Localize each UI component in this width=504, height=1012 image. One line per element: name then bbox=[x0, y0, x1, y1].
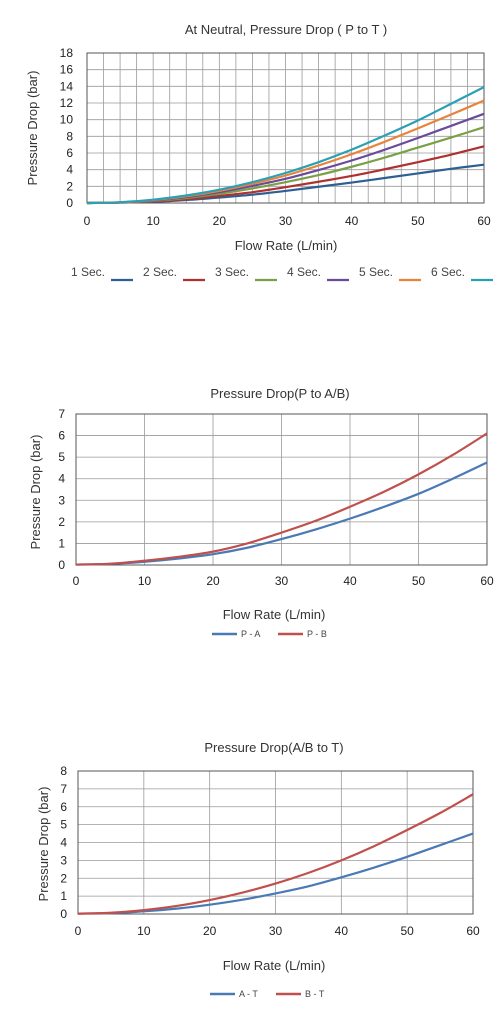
y-tick-label: 6 bbox=[58, 429, 65, 443]
legend-label: P - B bbox=[307, 629, 327, 639]
legend-label: P - A bbox=[241, 629, 260, 639]
x-tick-label: 60 bbox=[480, 574, 494, 588]
chart-title: Pressure Drop(P to A/B) bbox=[210, 386, 349, 401]
series-line-p-b bbox=[75, 432, 488, 566]
y-tick-label: 6 bbox=[66, 146, 73, 160]
plot-frame bbox=[77, 770, 474, 915]
y-axis-label: Pressure Drop (bar) bbox=[25, 71, 40, 186]
y-axis-label: Pressure Drop (bar) bbox=[36, 787, 51, 902]
chart-pressure-drop-ab-to-t: Pressure Drop(A/B to T) 0 10 20 30 40 50 60 0 1 2… bbox=[36, 740, 480, 999]
series-line-a-t bbox=[77, 832, 474, 915]
y-tick-label: 4 bbox=[58, 472, 65, 486]
y-tick-label: 1 bbox=[60, 889, 67, 903]
y-tick-label: 14 bbox=[60, 79, 74, 93]
x-tick-label: 20 bbox=[213, 214, 227, 228]
legend-label: 5 Sec. bbox=[359, 265, 393, 279]
chart-title: At Neutral, Pressure Drop ( P to T ) bbox=[185, 22, 387, 37]
y-tick-label: 2 bbox=[60, 871, 67, 885]
x-tick-label: 40 bbox=[335, 924, 349, 938]
series-line-6-sec bbox=[86, 86, 485, 205]
plot-frame bbox=[75, 413, 488, 566]
y-tick-label: 10 bbox=[60, 113, 74, 127]
chart-pressure-drop-p-to-t: At Neutral, Pressure Drop ( P to T ) 0 10… bbox=[25, 22, 493, 282]
x-tick-label: 0 bbox=[73, 574, 80, 588]
y-tick-label: 8 bbox=[66, 129, 73, 143]
y-tick-label: 4 bbox=[60, 836, 67, 850]
series-line-b-t bbox=[77, 793, 474, 915]
y-tick-label: 16 bbox=[60, 63, 74, 77]
y-tick-label: 2 bbox=[58, 515, 65, 529]
x-tick-label: 40 bbox=[343, 574, 357, 588]
x-tick-label: 50 bbox=[412, 574, 426, 588]
x-tick-label: 20 bbox=[203, 924, 217, 938]
y-tick-label: 3 bbox=[58, 493, 65, 507]
x-tick-label: 10 bbox=[146, 214, 160, 228]
x-tick-label: 30 bbox=[279, 214, 293, 228]
y-tick-label: 6 bbox=[60, 800, 67, 814]
x-tick-label: 30 bbox=[269, 924, 283, 938]
x-tick-label: 60 bbox=[477, 214, 491, 228]
chart-title: Pressure Drop(A/B to T) bbox=[204, 740, 343, 755]
y-tick-label: 0 bbox=[58, 558, 65, 572]
x-tick-label: 30 bbox=[275, 574, 289, 588]
y-tick-label: 5 bbox=[60, 818, 67, 832]
x-tick-label: 10 bbox=[137, 924, 151, 938]
x-axis-label: Flow Rate (L/min) bbox=[235, 238, 338, 253]
y-tick-label: 1 bbox=[58, 536, 65, 550]
x-tick-label: 60 bbox=[466, 924, 480, 938]
y-tick-label: 18 bbox=[60, 46, 74, 60]
x-axis-label: Flow Rate (L/min) bbox=[223, 958, 326, 973]
chart-pressure-drop-p-to-ab: Pressure Drop(P to A/B) 0 10 20 30 40 50 60 0 1 2… bbox=[28, 386, 494, 639]
x-tick-label: 50 bbox=[411, 214, 425, 228]
y-tick-label: 7 bbox=[58, 407, 65, 421]
y-axis-label: Pressure Drop (bar) bbox=[28, 435, 43, 550]
legend-label: 2 Sec. bbox=[143, 265, 177, 279]
legend-label: 3 Sec. bbox=[215, 265, 249, 279]
legend-label: B - T bbox=[305, 989, 325, 999]
y-tick-label: 0 bbox=[60, 907, 67, 921]
x-tick-label: 40 bbox=[345, 214, 359, 228]
y-tick-label: 4 bbox=[66, 163, 73, 177]
x-tick-label: 10 bbox=[138, 574, 152, 588]
x-tick-label: 50 bbox=[400, 924, 414, 938]
y-tick-label: 0 bbox=[66, 196, 73, 210]
x-axis-label: Flow Rate (L/min) bbox=[223, 607, 326, 622]
legend-label: 1 Sec. bbox=[71, 265, 105, 279]
x-tick-label: 20 bbox=[206, 574, 220, 588]
y-tick-label: 12 bbox=[60, 96, 74, 110]
x-tick-label: 0 bbox=[84, 214, 91, 228]
legend-label: 6 Sec. bbox=[431, 265, 465, 279]
x-tick-label: 0 bbox=[75, 924, 82, 938]
y-tick-label: 3 bbox=[60, 853, 67, 867]
y-tick-label: 2 bbox=[66, 179, 73, 193]
legend-label: 4 Sec. bbox=[287, 265, 321, 279]
y-tick-label: 5 bbox=[58, 450, 65, 464]
y-tick-label: 7 bbox=[60, 782, 67, 796]
y-tick-label: 8 bbox=[60, 764, 67, 778]
legend-label: A - T bbox=[239, 989, 258, 999]
